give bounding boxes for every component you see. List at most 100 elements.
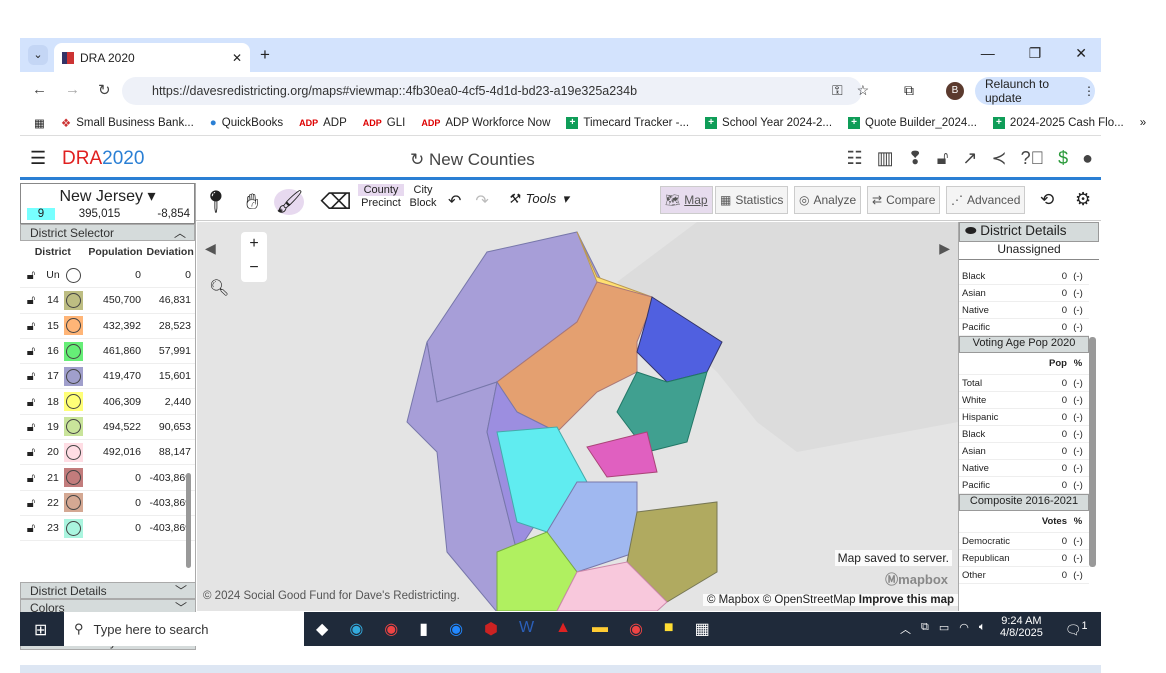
browser-tab[interactable]: DRA 2020 ✕ — [54, 43, 250, 72]
apps-grid-icon[interactable]: ▦ — [34, 117, 45, 130]
statistics-button[interactable]: ▦ Statistics — [715, 186, 789, 214]
scrollbar[interactable] — [186, 473, 191, 568]
lock-icon[interactable]: 🔓︎ — [26, 292, 36, 308]
analyze-button[interactable]: ◎ Analyze — [794, 186, 862, 214]
advanced-button[interactable]: ⋰ Advanced — [946, 186, 1026, 214]
chrome-icon[interactable]: ◉ — [384, 621, 399, 638]
share-icon[interactable]: ≺ — [991, 148, 1007, 168]
lock-icon[interactable]: 🔓︎ — [26, 469, 36, 485]
toggle-icon[interactable]: ⬬ — [965, 223, 977, 238]
extensions-icon[interactable]: ⧉ — [904, 82, 914, 98]
notifications-icon[interactable]: 🗨︎1 — [1065, 620, 1088, 638]
sticky-notes-icon[interactable]: ■ — [663, 619, 674, 636]
url-input[interactable]: https://davesredistricting.org/maps#view… — [122, 77, 862, 105]
restore-button[interactable]: ❐ — [1028, 45, 1042, 61]
bookmark[interactable]: +2024-2025 Cash Flo... — [992, 116, 1124, 129]
block-mode-button[interactable]: Block — [409, 197, 437, 209]
district-map[interactable] — [197, 222, 958, 611]
zoom-out-button[interactable]: − — [249, 259, 259, 276]
library-icon[interactable]: ▥ — [876, 148, 894, 168]
calculator-icon[interactable]: ▦ — [694, 621, 710, 638]
district-color-swatch[interactable] — [64, 366, 83, 386]
open-external-icon[interactable]: ↗ — [962, 148, 978, 168]
clock[interactable]: 9:24 AM 4/8/2025 — [1000, 615, 1043, 639]
more-bookmarks-icon[interactable]: » — [1139, 116, 1147, 129]
help-icon[interactable]: ?⃝ — [1020, 148, 1045, 168]
donate-icon[interactable]: $ — [1058, 148, 1069, 168]
district-color-swatch[interactable] — [64, 266, 83, 285]
lock-icon[interactable]: 🔓︎ — [26, 444, 36, 460]
district-color-swatch[interactable] — [64, 442, 83, 462]
map-canvas[interactable]: ◀ + − 🔍︎ ▶ Map saved to server. Ⓜmapbox ©… — [197, 222, 958, 611]
minimize-button[interactable]: — — [980, 45, 995, 61]
district-row[interactable]: 🔓︎ 22 0 -403,869 — [20, 491, 195, 516]
district-row[interactable]: 🔓︎ 14 450,700 46,831 — [20, 288, 195, 314]
district-details-header[interactable]: ⬬ District Details — [959, 222, 1099, 242]
map-button[interactable]: 🗺︎ Map — [660, 186, 713, 214]
app-t-icon[interactable]: ⬢ — [484, 621, 498, 638]
right-scrollbar[interactable] — [1089, 337, 1096, 567]
tools-dropdown[interactable]: ⚒ Tools ▾ — [508, 191, 569, 206]
windows-start-icon[interactable]: ⊞ — [34, 622, 48, 639]
refresh-icon[interactable]: ↻ — [410, 150, 425, 169]
close-tab-icon[interactable]: ✕ — [231, 50, 242, 65]
file-explorer-icon[interactable]: ▬ — [591, 619, 608, 636]
bookmark[interactable]: ● QuickBooks — [209, 116, 284, 129]
forward-icon[interactable]: → — [65, 81, 80, 98]
app-icon[interactable]: ▮ — [419, 621, 429, 638]
district-selector-header[interactable]: District Selector ︿ — [20, 224, 195, 241]
district-row[interactable]: 🔓︎ Un 0 0 — [20, 263, 195, 289]
password-key-icon[interactable]: ⚿ — [832, 82, 843, 98]
profile-avatar[interactable]: B — [946, 82, 964, 100]
list-icon[interactable]: ☷ — [846, 148, 863, 168]
lock-icon[interactable]: 🔓︎ — [26, 317, 36, 333]
expand-right-panel-icon[interactable]: ▶ — [939, 240, 950, 256]
district-color-swatch[interactable] — [64, 341, 83, 361]
district-row[interactable]: 🔓︎ 20 492,016 88,147 — [20, 440, 195, 466]
edge-icon[interactable]: ◉ — [349, 621, 364, 638]
feedback-icon[interactable]: ❢ — [907, 148, 923, 168]
district-row[interactable]: 🔓︎ 23 0 -403,869 — [20, 516, 195, 542]
county-mode-button[interactable]: County — [358, 184, 404, 196]
menu-icon[interactable]: ☰ — [30, 148, 47, 168]
word-icon[interactable]: W — [519, 619, 535, 636]
lock-icon[interactable]: 🔓︎ — [26, 368, 36, 384]
copilot-icon[interactable]: ◆ — [316, 621, 329, 638]
lock-icon[interactable]: 🔓︎ — [26, 267, 36, 283]
compare-button[interactable]: ⇄ Compare — [867, 186, 941, 214]
bookmark[interactable]: ❖ Small Business Bank... — [60, 116, 194, 130]
collapse-left-panel-icon[interactable]: ◀ — [205, 240, 216, 256]
district-row[interactable]: 🔓︎ 18 406,309 2,440 — [20, 389, 195, 415]
map-title[interactable]: ↻ New Counties — [410, 150, 535, 169]
undo-icon[interactable]: ↶ — [448, 193, 462, 210]
district-row[interactable]: 🔓︎ 15 432,392 28,523 — [20, 314, 195, 339]
district-row[interactable]: 🔓︎ 19 494,522 90,653 — [20, 415, 195, 441]
dra-logo[interactable]: DRA2020 — [62, 148, 145, 169]
bookmark-star-icon[interactable]: ☆ — [856, 82, 870, 98]
district-color-swatch[interactable] — [64, 392, 83, 412]
mapbox-credit-link[interactable]: © Mapbox © OpenStreetMap — [706, 594, 856, 606]
zoom-icon[interactable]: ◉ — [449, 621, 464, 638]
acrobat-icon[interactable]: ▲ — [555, 619, 571, 636]
back-icon[interactable]: ← — [32, 81, 47, 98]
improve-map-link[interactable]: Improve this map — [858, 594, 954, 606]
reload-icon[interactable]: ↻ — [98, 82, 111, 99]
close-window-button[interactable]: ✕ — [1075, 45, 1087, 61]
eraser-icon[interactable]: ⌫ — [320, 189, 352, 214]
system-tray[interactable]: ︿ ⧉ ▭ ◠ 🔈︎ — [900, 621, 986, 636]
mapbox-logo[interactable]: Ⓜmapbox — [885, 572, 948, 587]
section-header[interactable]: District Details ﹀ — [20, 582, 196, 599]
settings-gear-icon[interactable]: ⚙ — [1075, 189, 1092, 209]
district-color-swatch[interactable] — [64, 417, 83, 437]
district-row[interactable]: 🔓︎ 21 0 -403,869 — [20, 465, 195, 491]
lock-icon[interactable]: 🔓︎ — [936, 148, 949, 168]
bookmark[interactable]: ADP ADP Workforce Now — [421, 116, 551, 129]
zoom-in-button[interactable]: + — [249, 235, 259, 252]
district-row[interactable]: 🔓︎ 17 419,470 15,601 — [20, 364, 195, 390]
district-row[interactable]: 🔓︎ 16 461,860 57,991 — [20, 339, 195, 365]
bookmark[interactable]: + School Year 2024-2... — [705, 116, 832, 129]
relaunch-button[interactable]: Relaunch to update ⋮ — [975, 77, 1095, 105]
bookmark[interactable]: ADP ADP — [299, 116, 347, 129]
state-dropdown[interactable]: New Jersey ▾ — [59, 188, 156, 205]
bookmark[interactable]: + Timecard Tracker -... — [566, 116, 689, 129]
